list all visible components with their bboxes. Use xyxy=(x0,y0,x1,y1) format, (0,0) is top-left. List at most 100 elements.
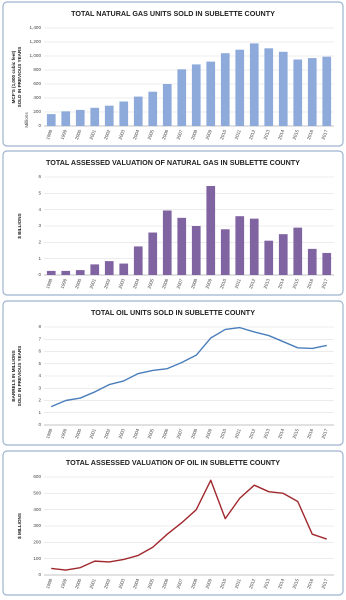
chart-panel: TOTAL OIL UNITS SOLD IN SUBLETTE COUNTY 0… xyxy=(2,300,344,446)
x-tick-label: 2016 xyxy=(306,129,314,141)
x-tick-label: 2010 xyxy=(219,578,227,590)
bar xyxy=(133,96,143,126)
y-tick-label: 800 xyxy=(33,67,41,72)
x-tick-label: 2016 xyxy=(306,428,314,440)
x-tick-label: 2006 xyxy=(161,428,169,440)
x-tick-label: 2015 xyxy=(292,129,300,141)
x-tick-label: 2007 xyxy=(176,578,184,590)
y-tick-label: 200 xyxy=(33,540,41,545)
x-tick-label: 2008 xyxy=(190,428,198,440)
x-tick-label: 2001 xyxy=(89,129,97,141)
y-tick-label: 1,200 xyxy=(30,39,42,44)
x-tick-label: 2008 xyxy=(190,278,198,290)
bar xyxy=(162,84,172,126)
x-tick-label: 2016 xyxy=(306,578,314,590)
bar xyxy=(293,59,303,126)
y-tick-label: 4 xyxy=(38,373,41,378)
y-tick-label: 1 xyxy=(38,410,41,415)
bar xyxy=(90,264,100,275)
x-tick-label: 2015 xyxy=(292,428,300,440)
y-tick-label: 0 xyxy=(38,272,41,277)
y-tick-label: 400 xyxy=(33,507,41,512)
x-tick-label: 2002 xyxy=(103,428,111,440)
bar xyxy=(249,218,259,275)
bar xyxy=(278,234,288,275)
bar xyxy=(293,227,303,275)
x-tick-label: 2006 xyxy=(161,129,169,141)
chart-panel: TOTAL ASSESSED VALUATION OF NATURAL GAS … xyxy=(2,150,344,296)
x-tick-label: 2007 xyxy=(176,278,184,290)
bar xyxy=(191,226,201,275)
y-tick-label: 3 xyxy=(38,385,41,390)
x-tick-label: 2017 xyxy=(321,428,329,440)
panel-frame xyxy=(2,450,344,596)
x-tick-label: 2013 xyxy=(263,129,271,141)
bar xyxy=(75,270,85,275)
x-tick-label: 2005 xyxy=(147,278,155,290)
bar xyxy=(177,217,187,275)
line-series xyxy=(50,326,327,408)
x-tick-label: 2012 xyxy=(248,578,256,590)
bar xyxy=(148,232,158,275)
y-unit-label: Millions xyxy=(24,112,29,128)
x-tick-label: 2014 xyxy=(277,129,285,141)
y-tick-label: 0 xyxy=(38,123,41,128)
x-tick-label: 2001 xyxy=(89,278,97,290)
y-tick-label: 3 xyxy=(38,223,41,228)
y-axis-label: $ MILLIONS xyxy=(17,513,22,539)
y-tick-label: 600 xyxy=(33,81,41,86)
bar xyxy=(264,48,274,126)
bar xyxy=(119,101,129,126)
x-tick-label: 1998 xyxy=(45,278,53,290)
bar xyxy=(264,240,274,275)
bar xyxy=(278,51,288,126)
y-tick-label: 0 xyxy=(38,572,41,577)
y-tick-label: 7 xyxy=(38,336,41,341)
y-tick-label: 1,000 xyxy=(30,53,42,58)
x-tick-label: 2011 xyxy=(234,129,242,140)
x-tick-label: 2014 xyxy=(277,578,285,590)
x-tick-label: 2001 xyxy=(89,578,97,590)
bar xyxy=(148,91,158,126)
bar xyxy=(322,56,332,127)
x-tick-label: 2013 xyxy=(263,428,271,440)
x-tick-label: 2009 xyxy=(205,129,213,141)
x-tick-label: 2013 xyxy=(263,278,271,290)
bar xyxy=(177,69,187,126)
x-tick-label: 2010 xyxy=(219,428,227,440)
x-tick-label: 2000 xyxy=(74,278,82,290)
y-tick-label: 200 xyxy=(33,109,41,114)
bar xyxy=(162,210,172,275)
y-tick-label: 300 xyxy=(33,523,41,528)
x-tick-label: 2002 xyxy=(103,578,111,590)
x-tick-label: 2003 xyxy=(118,578,126,590)
bar xyxy=(191,64,201,126)
x-tick-label: 2012 xyxy=(248,129,256,141)
x-tick-label: 2013 xyxy=(263,578,271,590)
y-tick-label: 400 xyxy=(33,95,41,100)
y-tick-label: 500 xyxy=(33,491,41,496)
chart-title: TOTAL OIL UNITS SOLD IN SUBLETTE COUNTY xyxy=(91,308,255,317)
panel-frame xyxy=(2,300,344,446)
x-tick-label: 2015 xyxy=(292,578,300,590)
y-axis-label: SOLD IN PREVIOUS YEARS xyxy=(17,346,22,407)
x-tick-label: 2007 xyxy=(176,428,184,440)
bar xyxy=(206,185,216,275)
y-tick-label: 1 xyxy=(38,256,41,261)
x-tick-label: 2000 xyxy=(74,129,82,141)
bar xyxy=(206,61,216,126)
bar xyxy=(307,248,317,275)
bar xyxy=(235,216,245,275)
bar xyxy=(61,111,71,126)
x-tick-label: 1998 xyxy=(45,428,53,440)
chart-title: TOTAL ASSESSED VALUATION OF NATURAL GAS … xyxy=(46,158,300,167)
x-tick-label: 2009 xyxy=(205,578,213,590)
bar xyxy=(220,53,230,127)
y-axis-label: $ BILLIONS xyxy=(17,213,22,238)
y-tick-label: 2 xyxy=(38,240,41,245)
x-tick-label: 2017 xyxy=(321,578,329,590)
y-tick-label: 2 xyxy=(38,398,41,403)
x-tick-label: 2014 xyxy=(277,428,285,440)
x-tick-label: 2010 xyxy=(219,278,227,290)
